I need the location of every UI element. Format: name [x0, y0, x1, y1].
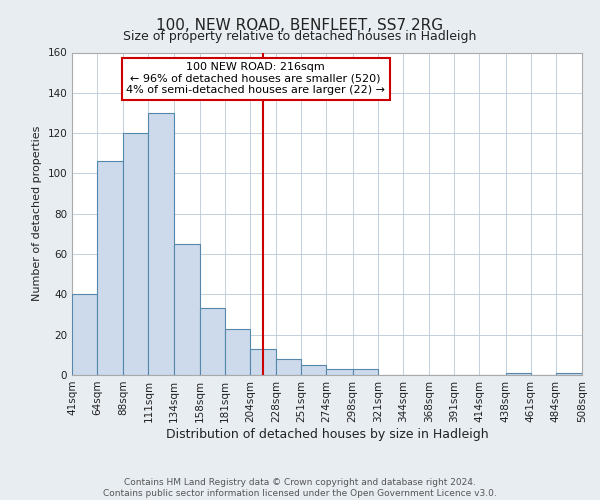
Y-axis label: Number of detached properties: Number of detached properties [32, 126, 42, 302]
X-axis label: Distribution of detached houses by size in Hadleigh: Distribution of detached houses by size … [166, 428, 488, 440]
Bar [506, 373, 530, 375]
Bar [276, 359, 301, 375]
Text: 100, NEW ROAD, BENFLEET, SS7 2RG: 100, NEW ROAD, BENFLEET, SS7 2RG [157, 18, 443, 32]
Bar [173, 244, 200, 375]
Text: 100 NEW ROAD: 216sqm
← 96% of detached houses are smaller (520)
4% of semi-detac: 100 NEW ROAD: 216sqm ← 96% of detached h… [126, 62, 385, 96]
Bar [225, 328, 250, 375]
Bar [124, 133, 148, 375]
Bar [148, 113, 173, 375]
Bar [556, 373, 582, 375]
Bar [97, 162, 124, 375]
Bar [353, 369, 378, 375]
Bar [301, 365, 326, 375]
Bar [200, 308, 225, 375]
Text: Contains HM Land Registry data © Crown copyright and database right 2024.
Contai: Contains HM Land Registry data © Crown c… [103, 478, 497, 498]
Text: Size of property relative to detached houses in Hadleigh: Size of property relative to detached ho… [124, 30, 476, 43]
Bar [72, 294, 97, 375]
Bar [250, 349, 276, 375]
Bar [326, 369, 353, 375]
